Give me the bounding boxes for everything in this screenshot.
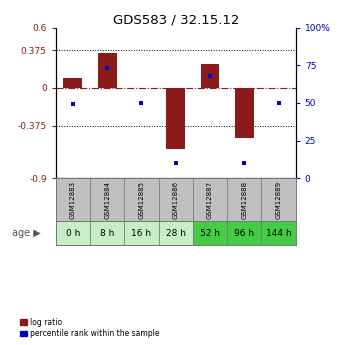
Bar xyxy=(98,53,117,88)
Bar xyxy=(166,88,185,149)
Text: GSM12888: GSM12888 xyxy=(241,181,247,219)
Bar xyxy=(193,221,227,245)
Bar xyxy=(90,178,124,221)
Text: 8 h: 8 h xyxy=(100,229,114,238)
Bar xyxy=(124,221,159,245)
Bar xyxy=(201,64,219,88)
Text: GSM12886: GSM12886 xyxy=(173,181,179,219)
Bar xyxy=(64,78,82,88)
Bar xyxy=(159,178,193,221)
Bar xyxy=(235,88,254,138)
Bar xyxy=(159,221,193,245)
Text: GSM12889: GSM12889 xyxy=(275,181,282,219)
Bar xyxy=(124,178,159,221)
Text: age ▶: age ▶ xyxy=(12,228,41,238)
Text: GSM12885: GSM12885 xyxy=(139,181,144,219)
Text: 144 h: 144 h xyxy=(266,229,291,238)
Text: 96 h: 96 h xyxy=(234,229,255,238)
Bar xyxy=(262,178,296,221)
Text: GSM12884: GSM12884 xyxy=(104,181,110,219)
Bar xyxy=(262,221,296,245)
Text: 0 h: 0 h xyxy=(66,229,80,238)
Text: 52 h: 52 h xyxy=(200,229,220,238)
Bar xyxy=(227,221,262,245)
Bar xyxy=(193,178,227,221)
Text: GSM12887: GSM12887 xyxy=(207,181,213,219)
Text: GSM12883: GSM12883 xyxy=(70,181,76,219)
Bar xyxy=(56,221,90,245)
Text: 28 h: 28 h xyxy=(166,229,186,238)
Legend: log ratio, percentile rank within the sample: log ratio, percentile rank within the sa… xyxy=(17,315,162,341)
Bar xyxy=(227,178,262,221)
Bar xyxy=(90,221,124,245)
Title: GDS583 / 32.15.12: GDS583 / 32.15.12 xyxy=(113,13,239,27)
Text: 16 h: 16 h xyxy=(131,229,151,238)
Bar xyxy=(56,178,90,221)
